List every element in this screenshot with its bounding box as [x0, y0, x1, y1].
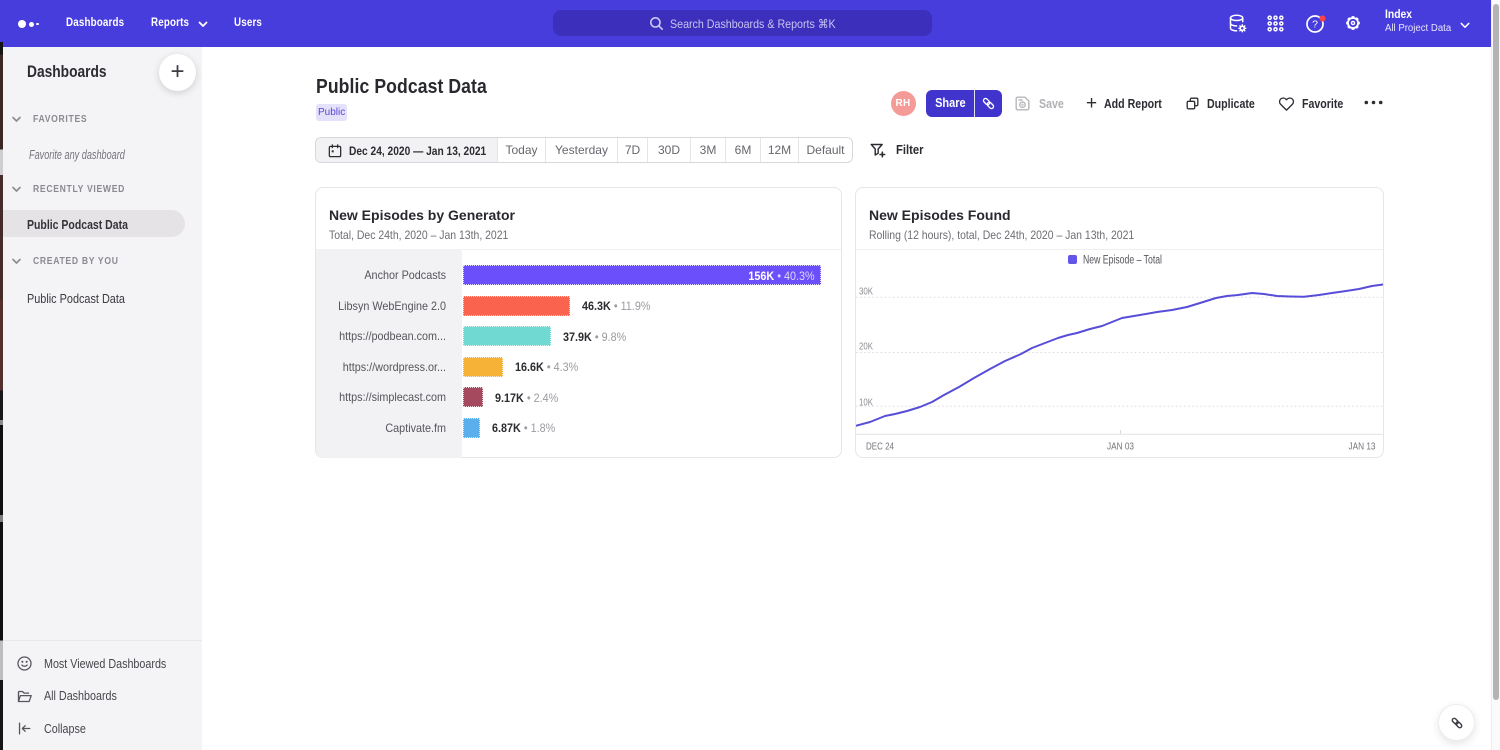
svg-text:30K: 30K — [859, 287, 873, 298]
svg-text:DEC 24: DEC 24 — [866, 442, 894, 453]
svg-text:20K: 20K — [859, 342, 873, 353]
svg-text:JAN 03: JAN 03 — [1107, 442, 1134, 453]
svg-text:JAN 13: JAN 13 — [1349, 442, 1376, 453]
svg-text:?: ? — [1312, 19, 1318, 31]
svg-text:10K: 10K — [859, 398, 873, 409]
svg-text:New Episode – Total: New Episode – Total — [1083, 255, 1162, 267]
